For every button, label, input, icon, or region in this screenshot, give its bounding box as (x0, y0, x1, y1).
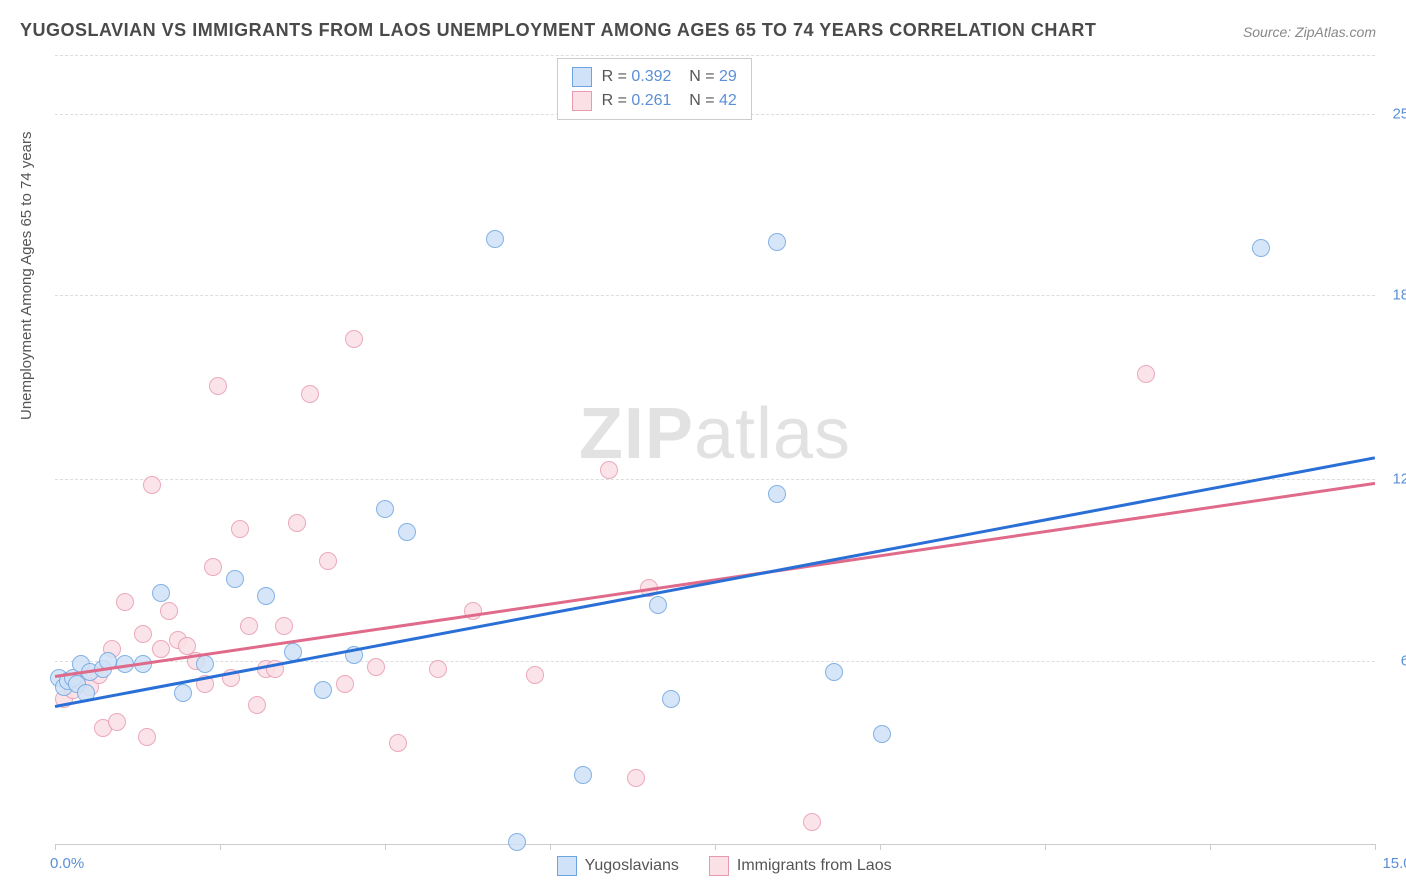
x-tick (1375, 844, 1376, 850)
scatter-point-yugoslavians (314, 681, 332, 699)
scatter-point-laos (367, 658, 385, 676)
scatter-point-laos (803, 813, 821, 831)
x-axis-min-label: 0.0% (50, 855, 84, 872)
scatter-point-yugoslavians (873, 725, 891, 743)
scatter-point-yugoslavians (174, 684, 192, 702)
scatter-point-yugoslavians (508, 833, 526, 851)
scatter-point-laos (288, 514, 306, 532)
gridline (55, 479, 1375, 480)
x-tick (550, 844, 551, 850)
legend-label: Immigrants from Laos (737, 857, 892, 875)
scatter-point-laos (248, 696, 266, 714)
scatter-point-yugoslavians (574, 766, 592, 784)
scatter-point-laos (1137, 365, 1155, 383)
y-axis-label: Unemployment Among Ages 65 to 74 years (18, 131, 35, 420)
scatter-point-yugoslavians (152, 584, 170, 602)
x-tick (880, 844, 881, 850)
source-attribution: Source: ZipAtlas.com (1243, 24, 1376, 40)
scatter-point-yugoslavians (768, 233, 786, 251)
legend-item: Yugoslavians (557, 856, 679, 876)
scatter-point-yugoslavians (226, 570, 244, 588)
scatter-point-laos (152, 640, 170, 658)
legend-row: R = 0.261 N = 42 (572, 89, 737, 113)
scatter-point-yugoslavians (825, 663, 843, 681)
chart-title: YUGOSLAVIAN VS IMMIGRANTS FROM LAOS UNEM… (20, 20, 1096, 41)
scatter-point-laos (231, 520, 249, 538)
scatter-point-laos (108, 713, 126, 731)
gridline (55, 295, 1375, 296)
y-tick-label: 12.5% (1392, 471, 1406, 488)
scatter-point-laos (526, 666, 544, 684)
watermark: ZIPatlas (579, 393, 851, 475)
scatter-point-laos (429, 660, 447, 678)
x-tick (220, 844, 221, 850)
scatter-point-yugoslavians (257, 587, 275, 605)
scatter-point-laos (336, 675, 354, 693)
scatter-point-yugoslavians (1252, 239, 1270, 257)
x-tick (715, 844, 716, 850)
scatter-point-laos (345, 330, 363, 348)
scatter-point-yugoslavians (376, 500, 394, 518)
scatter-point-laos (116, 593, 134, 611)
x-tick (1210, 844, 1211, 850)
x-tick (385, 844, 386, 850)
x-tick (1045, 844, 1046, 850)
legend-swatch (572, 91, 592, 111)
scatter-point-laos (209, 377, 227, 395)
legend-item: Immigrants from Laos (709, 856, 892, 876)
scatter-point-yugoslavians (486, 230, 504, 248)
scatter-point-laos (143, 476, 161, 494)
legend-swatch (709, 856, 729, 876)
scatter-point-laos (138, 728, 156, 746)
trendline-yugoslavians (55, 456, 1375, 707)
scatter-point-laos (319, 552, 337, 570)
scatter-point-yugoslavians (649, 596, 667, 614)
scatter-point-laos (160, 602, 178, 620)
correlation-legend: R = 0.392 N = 29R = 0.261 N = 42 (557, 58, 752, 120)
series-legend: Yugoslavians Immigrants from Laos (557, 856, 892, 876)
chart-plot-area: ZIPatlas 0.0% 15.0% R = 0.392 N = 29R = … (55, 55, 1375, 845)
scatter-point-laos (627, 769, 645, 787)
y-tick-label: 6.3% (1401, 652, 1406, 669)
legend-swatch (572, 67, 592, 87)
scatter-point-yugoslavians (398, 523, 416, 541)
scatter-point-laos (204, 558, 222, 576)
x-tick (55, 844, 56, 850)
legend-row: R = 0.392 N = 29 (572, 65, 737, 89)
x-axis-max-label: 15.0% (1382, 855, 1406, 872)
y-tick-label: 18.8% (1392, 286, 1406, 303)
scatter-point-yugoslavians (196, 655, 214, 673)
scatter-point-laos (240, 617, 258, 635)
legend-label: Yugoslavians (585, 857, 679, 875)
scatter-point-laos (389, 734, 407, 752)
scatter-point-yugoslavians (768, 485, 786, 503)
scatter-point-laos (275, 617, 293, 635)
y-tick-label: 25.0% (1392, 105, 1406, 122)
scatter-point-laos (600, 461, 618, 479)
legend-swatch (557, 856, 577, 876)
scatter-point-yugoslavians (662, 690, 680, 708)
gridline (55, 661, 1375, 662)
scatter-point-laos (301, 385, 319, 403)
scatter-point-laos (134, 625, 152, 643)
